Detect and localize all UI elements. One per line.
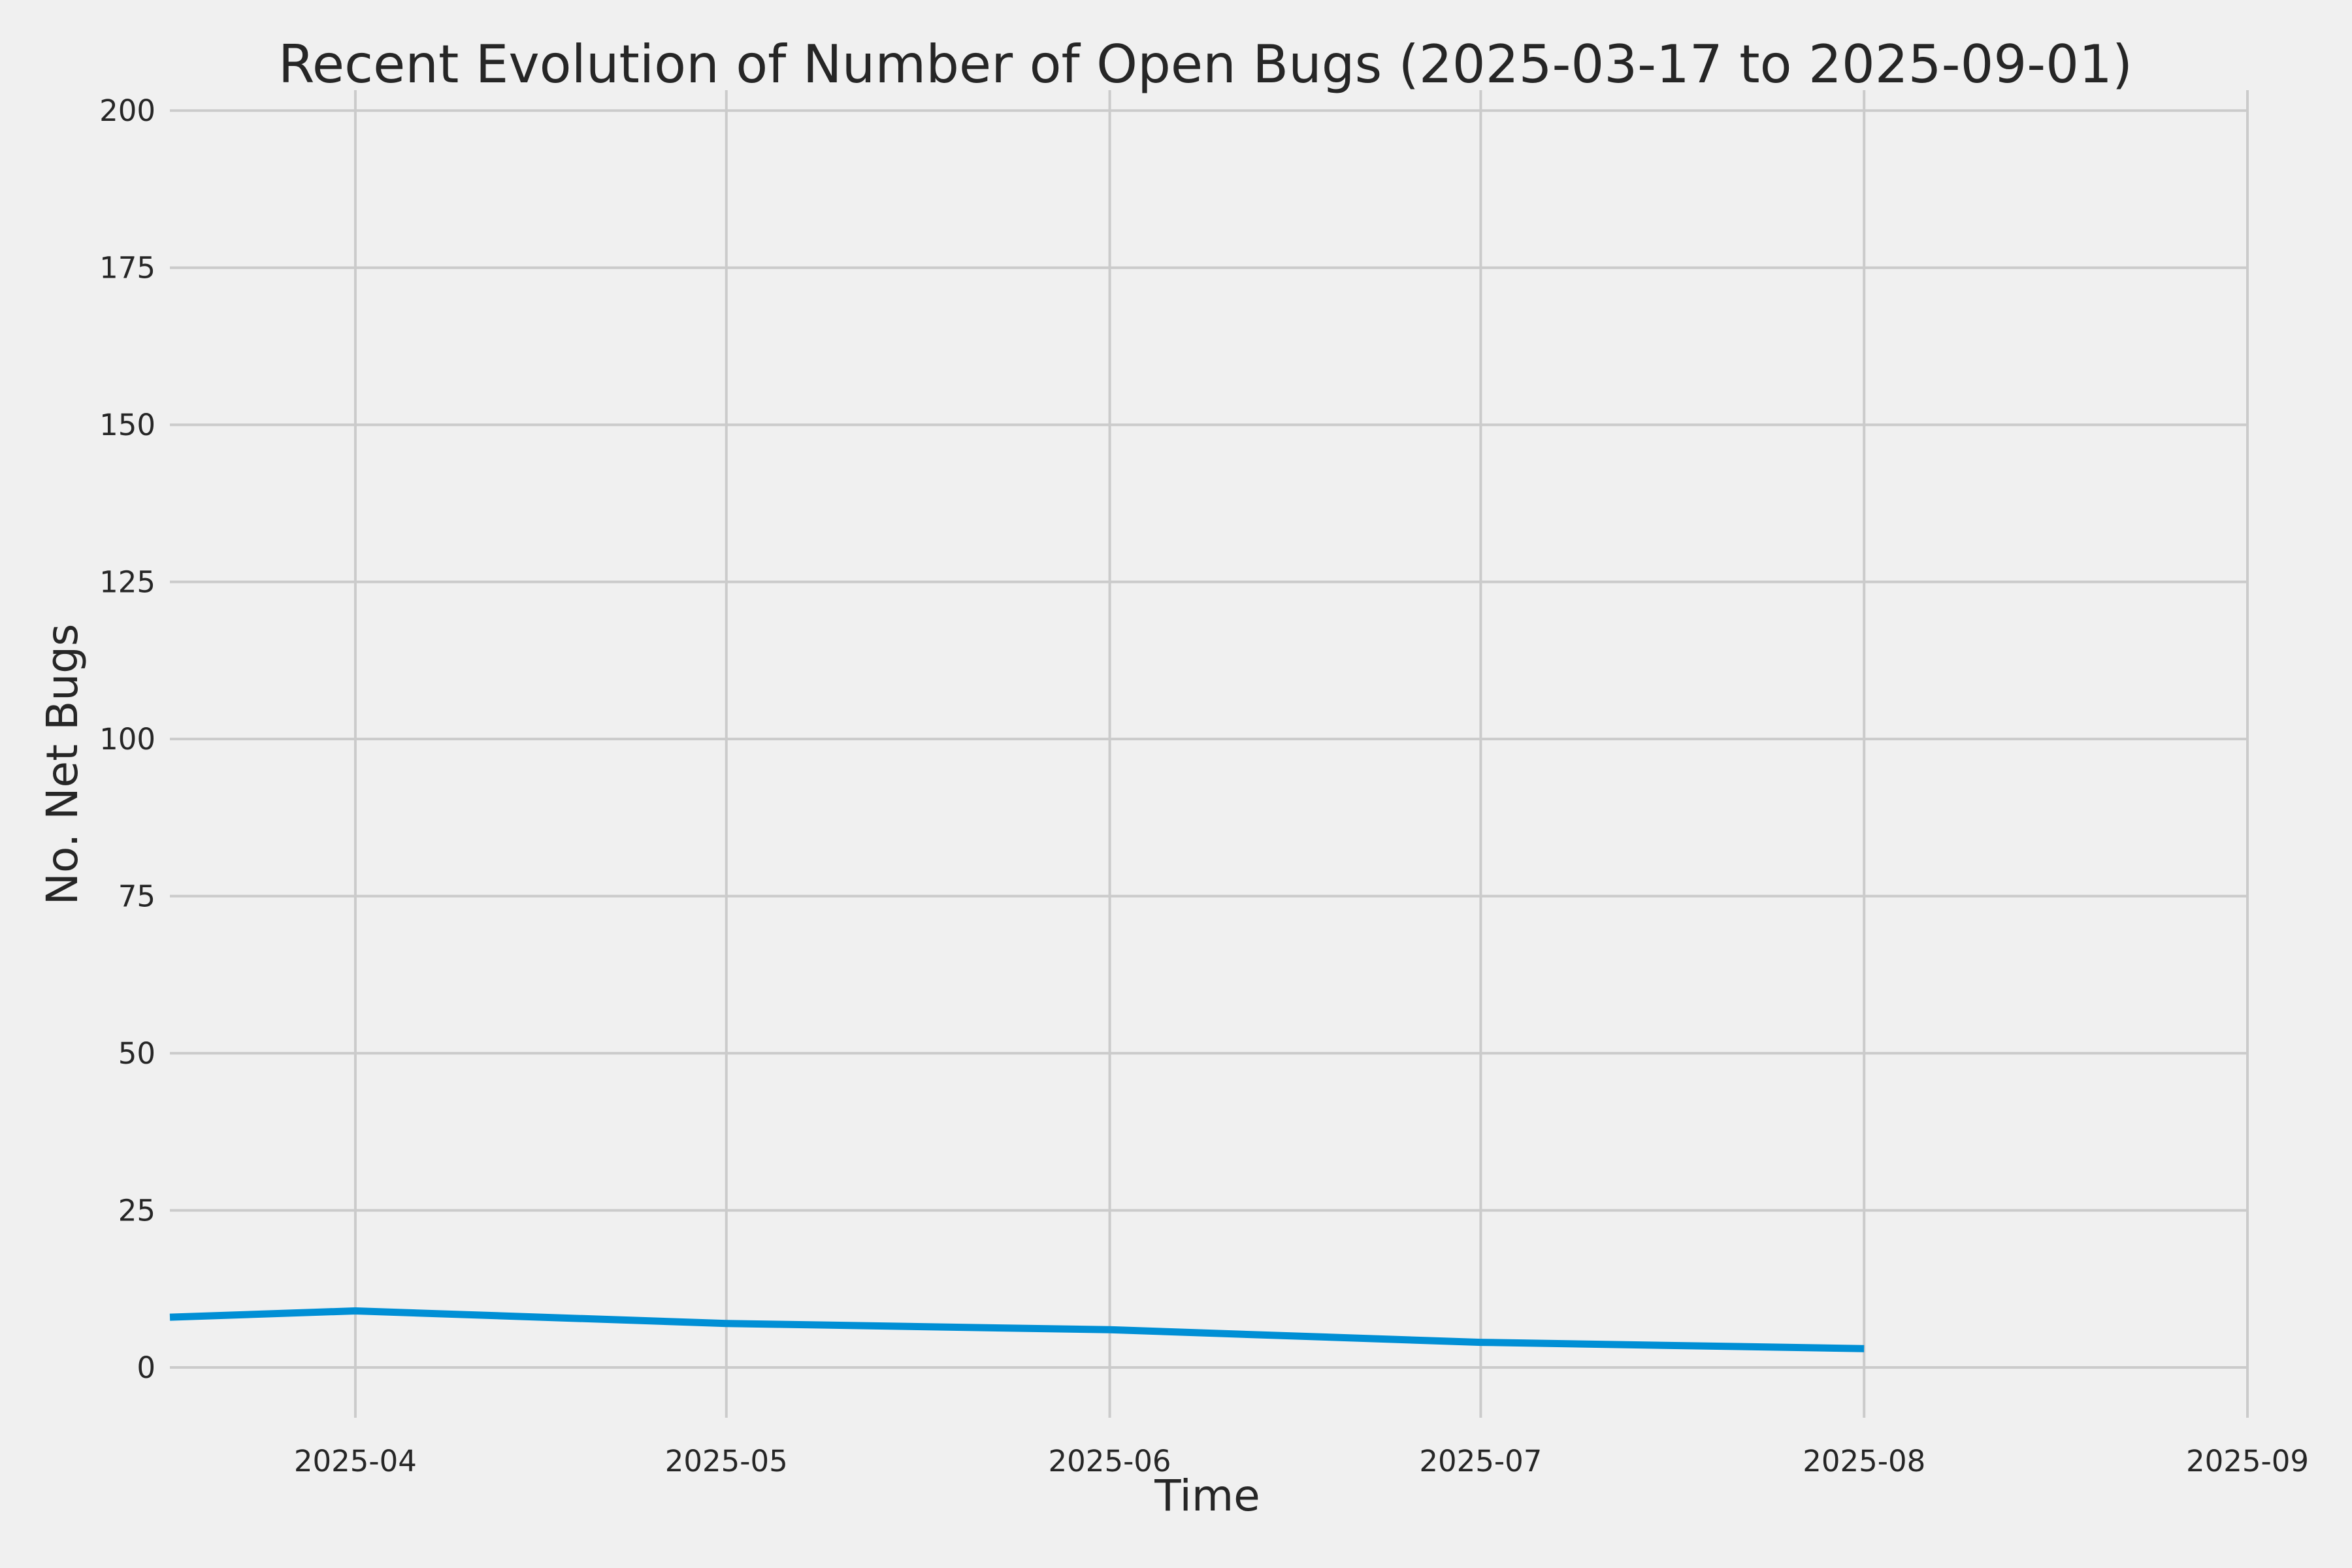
y-tick-label: 200 [99,93,155,128]
y-tick-label: 125 [99,565,155,600]
y-tick-label: 75 [118,879,155,914]
grid [170,90,2249,1418]
y-tick-label: 175 [99,251,155,286]
x-axis-label: Time [1154,1471,1260,1521]
y-tick-label: 100 [99,722,155,757]
series-line [169,1307,1865,1352]
y-axis-label: No. Net Bugs [37,624,88,906]
y-tick-labels: 0 25 50 75 100 125 150 175 200 [99,93,155,1385]
y-tick-label: 0 [137,1350,155,1385]
chart-title: Recent Evolution of Number of Open Bugs … [278,34,2132,95]
x-tick-labels: 2025-04 2025-05 2025-06 2025-07 2025-08 2025-… [294,1444,2309,1478]
x-tick-label: 2025-06 [1049,1444,1171,1478]
y-tick-label: 150 [99,408,155,442]
y-tick-label: 25 [118,1194,155,1228]
series-layer [169,1307,1865,1352]
x-tick-label: 2025-04 [294,1444,417,1478]
x-tick-label: 2025-07 [1419,1444,1542,1478]
x-tick-label: 2025-09 [2186,1444,2309,1478]
x-tick-label: 2025-05 [665,1444,788,1478]
y-tick-label: 50 [118,1036,155,1071]
x-tick-label: 2025-08 [1803,1444,1925,1478]
